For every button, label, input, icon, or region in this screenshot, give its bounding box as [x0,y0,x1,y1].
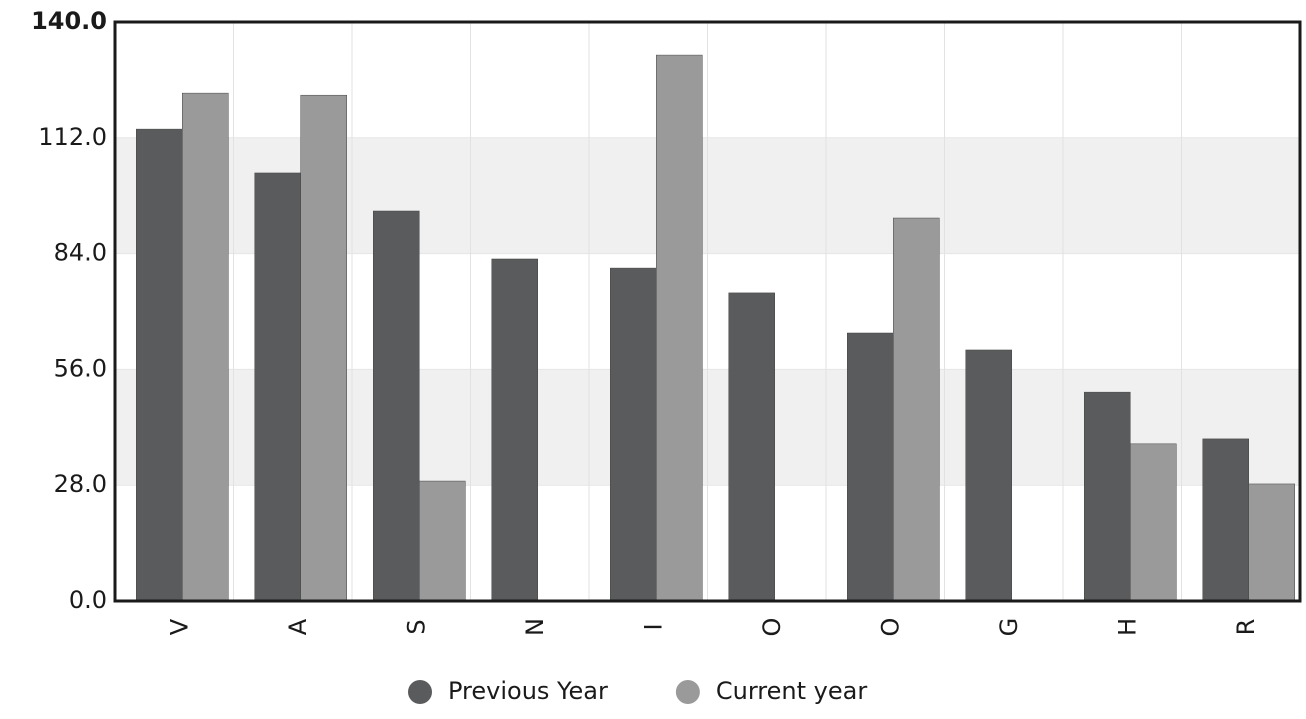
bar [1248,483,1295,602]
bar [491,258,538,602]
x-tick-label: I [639,623,667,630]
x-tick-label: A [284,618,312,635]
y-tick-label: 56.0 [54,354,107,382]
bar [965,349,1012,602]
x-tick-label: H [1113,618,1141,636]
bar [656,54,703,602]
x-tick-label: O [876,618,904,637]
bar [1084,391,1131,602]
bar [610,267,657,602]
x-tick-label: V [165,618,193,635]
legend-label: Current year [716,677,867,705]
bar [847,332,894,602]
bar [728,292,775,602]
x-tick-label: O [758,618,786,637]
legend-swatch [408,680,432,704]
bar [1130,443,1177,602]
y-tick-label: 28.0 [54,470,107,498]
plot-frame [113,20,1302,603]
bar [136,128,183,602]
y-tick-label: 140.0 [31,7,107,35]
legend: Previous Year Current year [408,677,867,705]
x-tick-label: S [402,619,430,634]
bar [254,172,301,602]
bar [373,210,420,602]
bar [419,480,466,602]
bar [893,217,940,602]
y-tick-label: 84.0 [54,239,107,267]
y-tick-label: 0.0 [69,586,107,614]
x-tick-label: R [1232,619,1260,636]
x-tick-label: N [521,618,549,636]
x-tick-label: G [995,618,1023,637]
bar [182,92,229,602]
legend-label: Previous Year [448,677,608,705]
bar [300,94,347,602]
y-tick-label: 112.0 [38,123,107,151]
legend-swatch [675,680,700,704]
bar [1202,438,1249,602]
